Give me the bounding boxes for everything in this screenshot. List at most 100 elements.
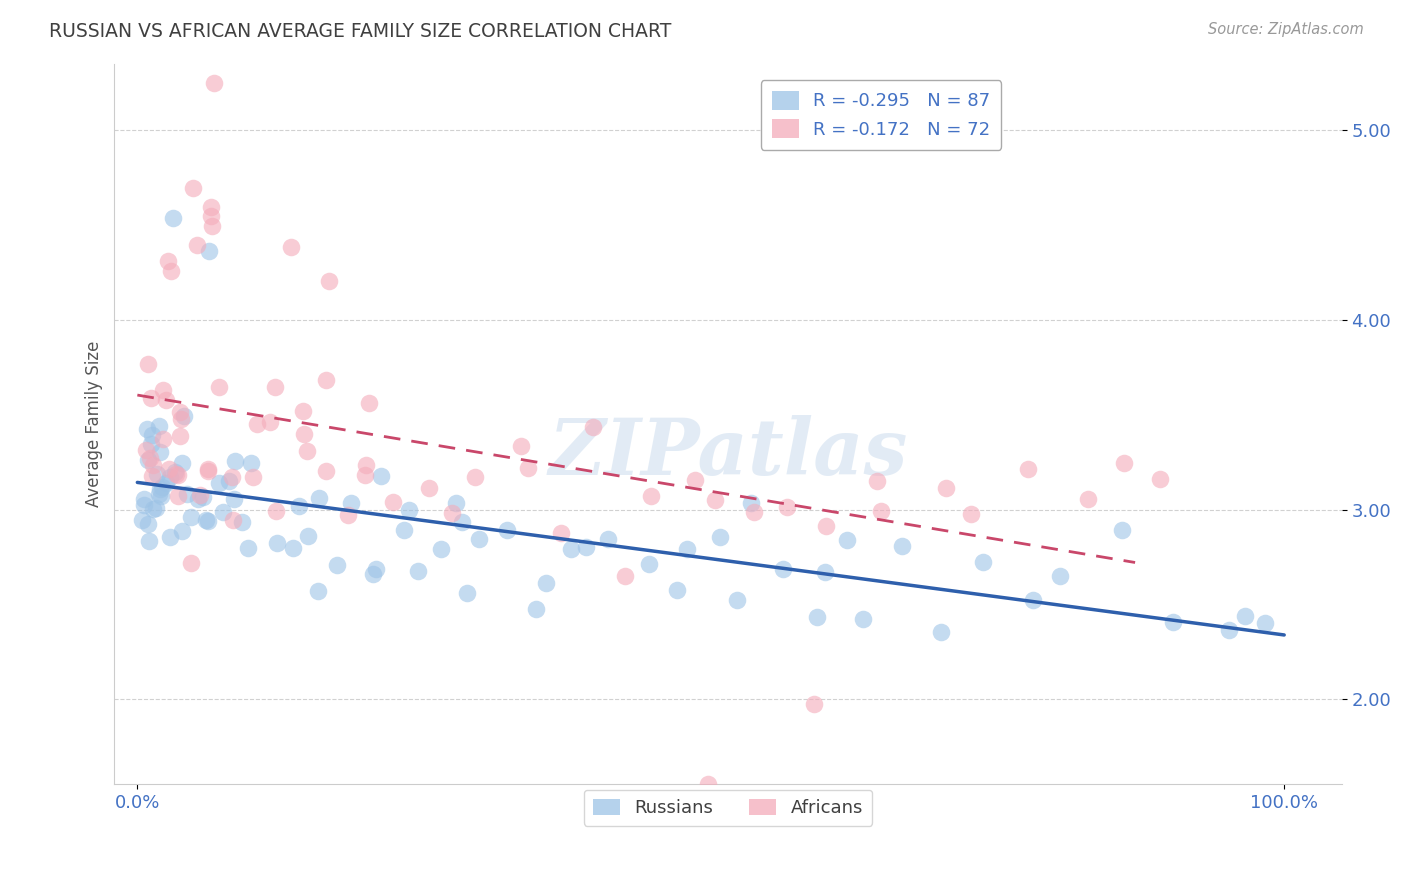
Point [430,542,453,557]
Point [132,492,155,507]
Point [935,481,957,495]
Point [136,516,159,531]
Point [155,392,177,407]
Point [131,513,153,527]
Point [246,417,269,431]
Point [152,383,174,397]
Point [141,437,163,451]
Point [340,496,363,510]
Point [370,468,392,483]
Point [201,219,224,234]
Point [148,419,170,434]
Point [139,450,162,465]
Point [418,481,440,495]
Point [775,500,797,515]
Point [440,506,463,520]
Point [381,494,404,508]
Point [510,439,533,453]
Point [318,274,340,288]
Point [191,490,214,504]
Point [666,582,689,597]
Point [238,541,260,555]
Point [814,566,837,580]
Point [456,586,478,600]
Point [200,200,222,214]
Point [740,496,762,510]
Point [142,458,165,473]
Point [283,541,305,555]
Point [683,473,706,487]
Point [208,380,231,394]
Point [190,488,212,502]
Point [704,492,727,507]
Point [141,428,163,442]
Point [295,443,318,458]
Point [852,612,875,626]
Point [218,474,240,488]
Point [640,489,662,503]
Point [524,601,547,615]
Point [138,533,160,548]
Point [357,396,380,410]
Point [170,524,193,538]
Point [160,263,183,277]
Point [266,536,288,550]
Point [221,470,243,484]
Point [181,180,204,194]
Point [264,380,287,394]
Point [596,532,619,546]
Point [165,467,187,481]
Point [150,480,173,494]
Point [231,515,253,529]
Legend: Russians, Africans: Russians, Africans [583,789,872,826]
Point [212,505,235,519]
Point [315,464,337,478]
Point [142,502,165,516]
Point [467,532,489,546]
Point [200,210,222,224]
Point [173,409,195,423]
Point [1218,623,1240,637]
Point [135,422,157,436]
Point [197,464,219,478]
Point [392,523,415,537]
Point [198,244,221,259]
Point [167,489,190,503]
Point [166,467,188,482]
Point [1234,608,1257,623]
Point [165,466,187,480]
Point [170,456,193,470]
Point [146,467,169,481]
Point [150,489,173,503]
Point [259,416,281,430]
Point [264,504,287,518]
Point [446,496,468,510]
Point [280,240,302,254]
Point [1077,491,1099,506]
Point [187,492,209,507]
Point [550,525,572,540]
Point [534,576,557,591]
Point [1114,456,1136,470]
Point [326,558,349,572]
Point [614,569,637,583]
Point [169,405,191,419]
Point [575,540,598,554]
Text: RUSSIAN VS AFRICAN AVERAGE FAMILY SIZE CORRELATION CHART: RUSSIAN VS AFRICAN AVERAGE FAMILY SIZE C… [49,22,672,41]
Point [297,529,319,543]
Point [1022,592,1045,607]
Point [744,505,766,519]
Point [148,487,170,501]
Point [815,519,838,533]
Point [157,462,180,476]
Point [772,562,794,576]
Point [180,510,202,524]
Point [354,467,377,482]
Point [363,567,385,582]
Point [242,469,264,483]
Point [156,253,179,268]
Point [159,530,181,544]
Y-axis label: Average Family Size: Average Family Size [86,341,103,508]
Point [224,454,246,468]
Point [221,513,243,527]
